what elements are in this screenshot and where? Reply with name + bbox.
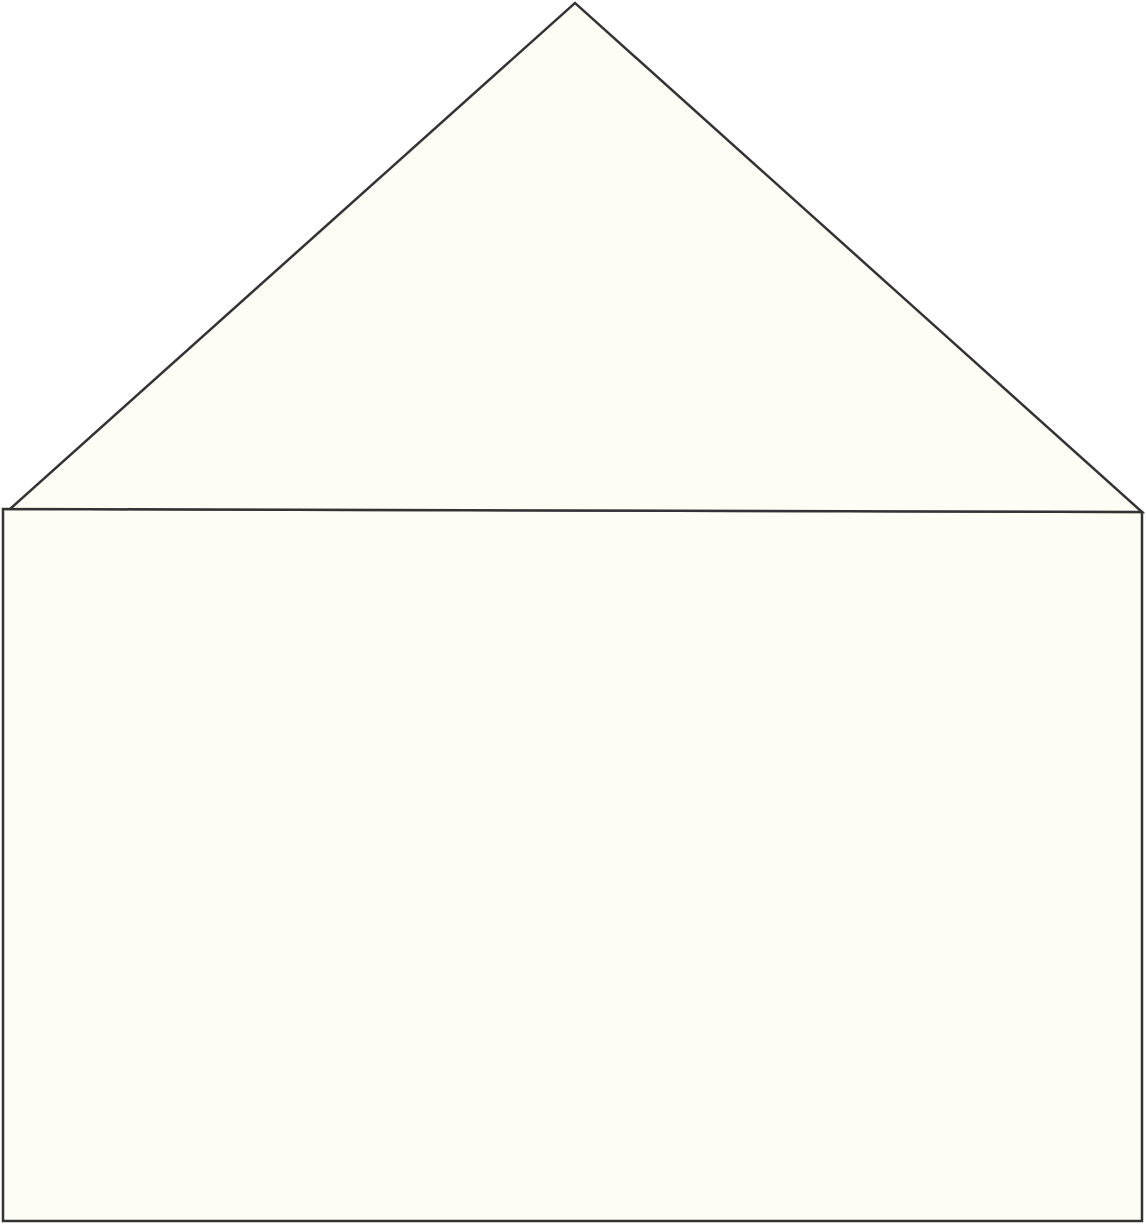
wall-rectangle <box>1 507 1144 1223</box>
roof-triangle <box>6 1 1146 514</box>
